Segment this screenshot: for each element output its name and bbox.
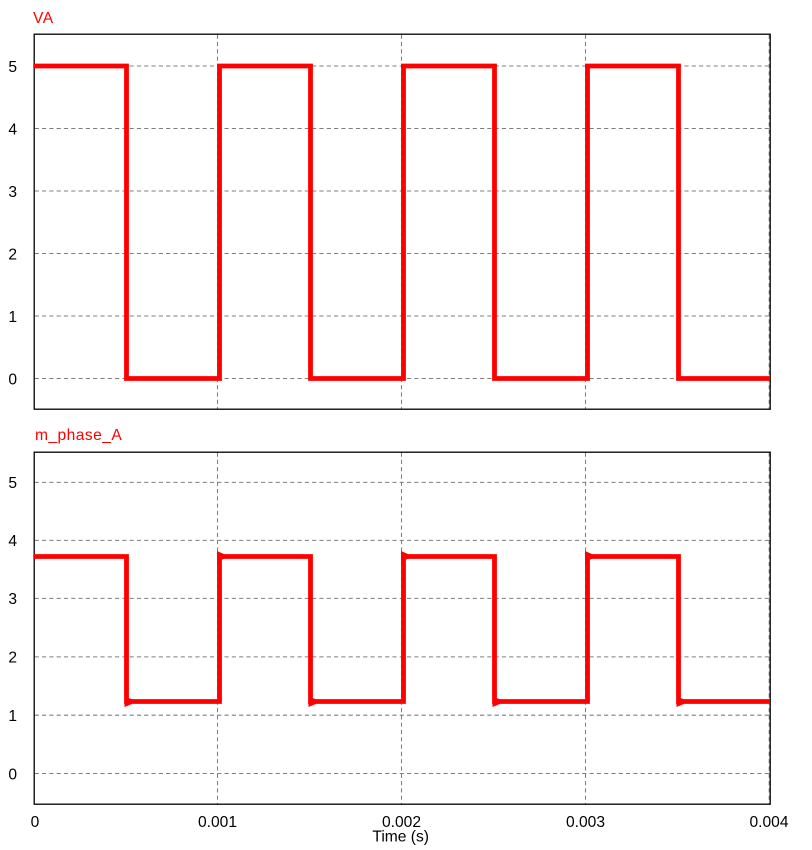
svg-text:1: 1 [8, 708, 17, 725]
svg-text:4: 4 [8, 533, 17, 550]
svg-text:5: 5 [8, 475, 17, 492]
svg-text:0: 0 [8, 766, 17, 783]
svg-text:2: 2 [8, 246, 17, 263]
svg-text:Time (s): Time (s) [372, 829, 429, 846]
svg-text:1: 1 [8, 309, 17, 326]
svg-text:0.001: 0.001 [198, 814, 237, 831]
svg-text:3: 3 [8, 591, 17, 608]
svg-text:4: 4 [8, 121, 17, 138]
svg-text:0: 0 [8, 371, 17, 388]
svg-text:2: 2 [8, 650, 17, 667]
svg-text:m_phase_A: m_phase_A [35, 427, 122, 444]
svg-text:3: 3 [8, 184, 17, 201]
svg-text:0.003: 0.003 [566, 814, 605, 831]
svg-text:0: 0 [31, 814, 40, 831]
svg-text:VA: VA [33, 10, 54, 27]
svg-text:0.002: 0.002 [382, 814, 421, 831]
svg-text:5: 5 [8, 59, 17, 76]
svg-text:0.004: 0.004 [749, 814, 788, 831]
